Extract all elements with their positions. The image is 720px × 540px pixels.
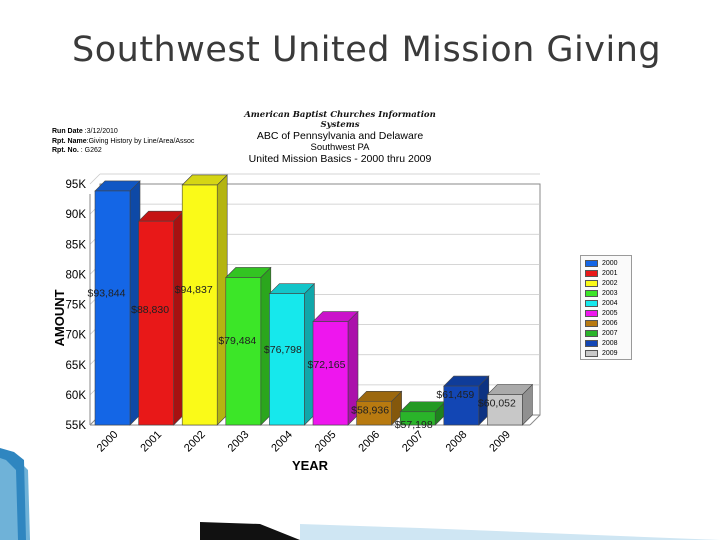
- legend-label: 2005: [602, 310, 618, 317]
- bar-front: [138, 220, 174, 426]
- legend-swatch: [585, 290, 598, 297]
- report-org: American Baptist Churches Information Sy…: [244, 110, 436, 130]
- bar-2006: [355, 390, 403, 426]
- legend-swatch: [585, 340, 598, 347]
- report-number-value: G262: [84, 147, 102, 154]
- report-area: Southwest PA: [310, 142, 370, 153]
- report-info: Run Date :3/12/2010 Rpt. Name:Giving His…: [52, 127, 194, 156]
- y-tick-label: 60K: [66, 390, 87, 402]
- legend-label: 2001: [602, 270, 618, 277]
- legend-item-2003: 2003: [585, 289, 629, 299]
- legend-swatch: [585, 280, 598, 287]
- bar-2003: [225, 266, 272, 426]
- y-tick-label: 70K: [66, 330, 87, 342]
- data-label-2006: $58,936: [351, 404, 389, 416]
- legend-swatch: [585, 350, 598, 357]
- bar-2008: [443, 375, 490, 426]
- bar-front: [181, 184, 218, 426]
- legend-label: 2006: [602, 320, 618, 327]
- report-name-value: Giving History by Line/Area/Assoc: [88, 137, 195, 145]
- legend-swatch: [585, 270, 598, 277]
- bar-front: [312, 321, 349, 426]
- y-tick-label: 85K: [66, 239, 87, 251]
- data-label-2008: $61,459: [436, 389, 474, 401]
- data-label-2003: $79,484: [218, 335, 256, 347]
- legend-label: 2002: [602, 280, 618, 287]
- legend-label: 2009: [602, 350, 618, 357]
- bar-front: [487, 394, 523, 426]
- legend-label: 2000: [602, 260, 618, 267]
- bottom-wedge-shape: [200, 522, 300, 540]
- floor-edge-line: [529, 414, 541, 426]
- legend-item-2009: 2009: [585, 349, 629, 359]
- gridline-side: [89, 173, 101, 185]
- legend-item-2007: 2007: [585, 329, 629, 339]
- legend-item-2004: 2004: [585, 299, 629, 309]
- bar-front: [94, 190, 131, 426]
- legend-item-2005: 2005: [585, 309, 629, 319]
- bar-front: [269, 293, 305, 426]
- legend-label: 2007: [602, 330, 618, 337]
- data-label-2002: $94,837: [175, 284, 213, 296]
- legend-item-2008: 2008: [585, 339, 629, 349]
- y-tick-label: 80K: [66, 269, 87, 281]
- chart-subtitle: United Mission Basics - 2000 thru 2009: [248, 153, 432, 165]
- bar-2004: [268, 282, 316, 426]
- bar-2001: [137, 210, 185, 426]
- bar-front: [399, 411, 436, 426]
- legend-swatch: [585, 300, 598, 307]
- report-region: ABC of Pennsylvania and Delaware: [256, 130, 424, 142]
- bar-front: [356, 400, 392, 426]
- bar-2009: [486, 383, 534, 426]
- report-number-row: Rpt. No. : G262: [52, 147, 102, 154]
- y-tick-label: 65K: [66, 360, 87, 372]
- bar-front: [443, 385, 480, 426]
- bar-2002: [181, 174, 228, 426]
- data-label-2005: $72,165: [308, 359, 346, 371]
- report-name-row: Rpt. Name:Giving History by Line/Area/As…: [52, 137, 195, 145]
- data-label-2009: $60,052: [478, 398, 516, 410]
- y-tick-label: 90K: [66, 209, 87, 221]
- legend-item-2002: 2002: [585, 279, 629, 289]
- bar-front: [225, 277, 262, 426]
- corner-swoosh-dark: [0, 448, 26, 540]
- legend-label: 2004: [602, 300, 618, 307]
- data-label-2004: $76,798: [264, 344, 302, 356]
- data-labels: $93,844 $88,830 $94,837 $79,484 $76,798 $72,1…: [88, 284, 517, 431]
- bottom-stripe-shape: [300, 524, 720, 540]
- run-date-value: 3/12/2010: [86, 128, 118, 135]
- chart-legend: 2000 2001 2002 2003 2004 2005 2006 2007 2008 2009: [580, 255, 632, 360]
- legend-label: 2003: [602, 290, 618, 297]
- legend-swatch: [585, 320, 598, 327]
- legend-swatch: [585, 310, 598, 317]
- legend-item-2006: 2006: [585, 319, 629, 329]
- legend-item-2001: 2001: [585, 269, 629, 279]
- bar-2007: [399, 401, 446, 426]
- data-label-2000: $93,844: [88, 287, 126, 299]
- legend-label: 2008: [602, 340, 618, 347]
- legend-swatch: [585, 260, 598, 267]
- y-tick-label: 75K: [66, 300, 87, 312]
- data-label-2007: $57,198: [395, 419, 433, 431]
- slide-title: Southwest United Mission Giving: [72, 30, 662, 70]
- x-axis-title: YEAR: [292, 458, 329, 473]
- legend-item-2000: 2000: [585, 259, 629, 269]
- y-tick-label: 55K: [66, 420, 87, 432]
- y-tick-label: 95K: [66, 179, 87, 191]
- bar-2005: [312, 310, 359, 426]
- legend-swatch: [585, 330, 598, 337]
- run-date-row: Run Date :3/12/2010: [52, 128, 118, 135]
- report-header: American Baptist Churches Information Sy…: [230, 110, 450, 165]
- bar-2000: [94, 180, 141, 426]
- bars: [94, 174, 534, 426]
- y-axis-title: AMOUNT: [52, 289, 67, 346]
- data-label-2001: $88,830: [131, 304, 169, 316]
